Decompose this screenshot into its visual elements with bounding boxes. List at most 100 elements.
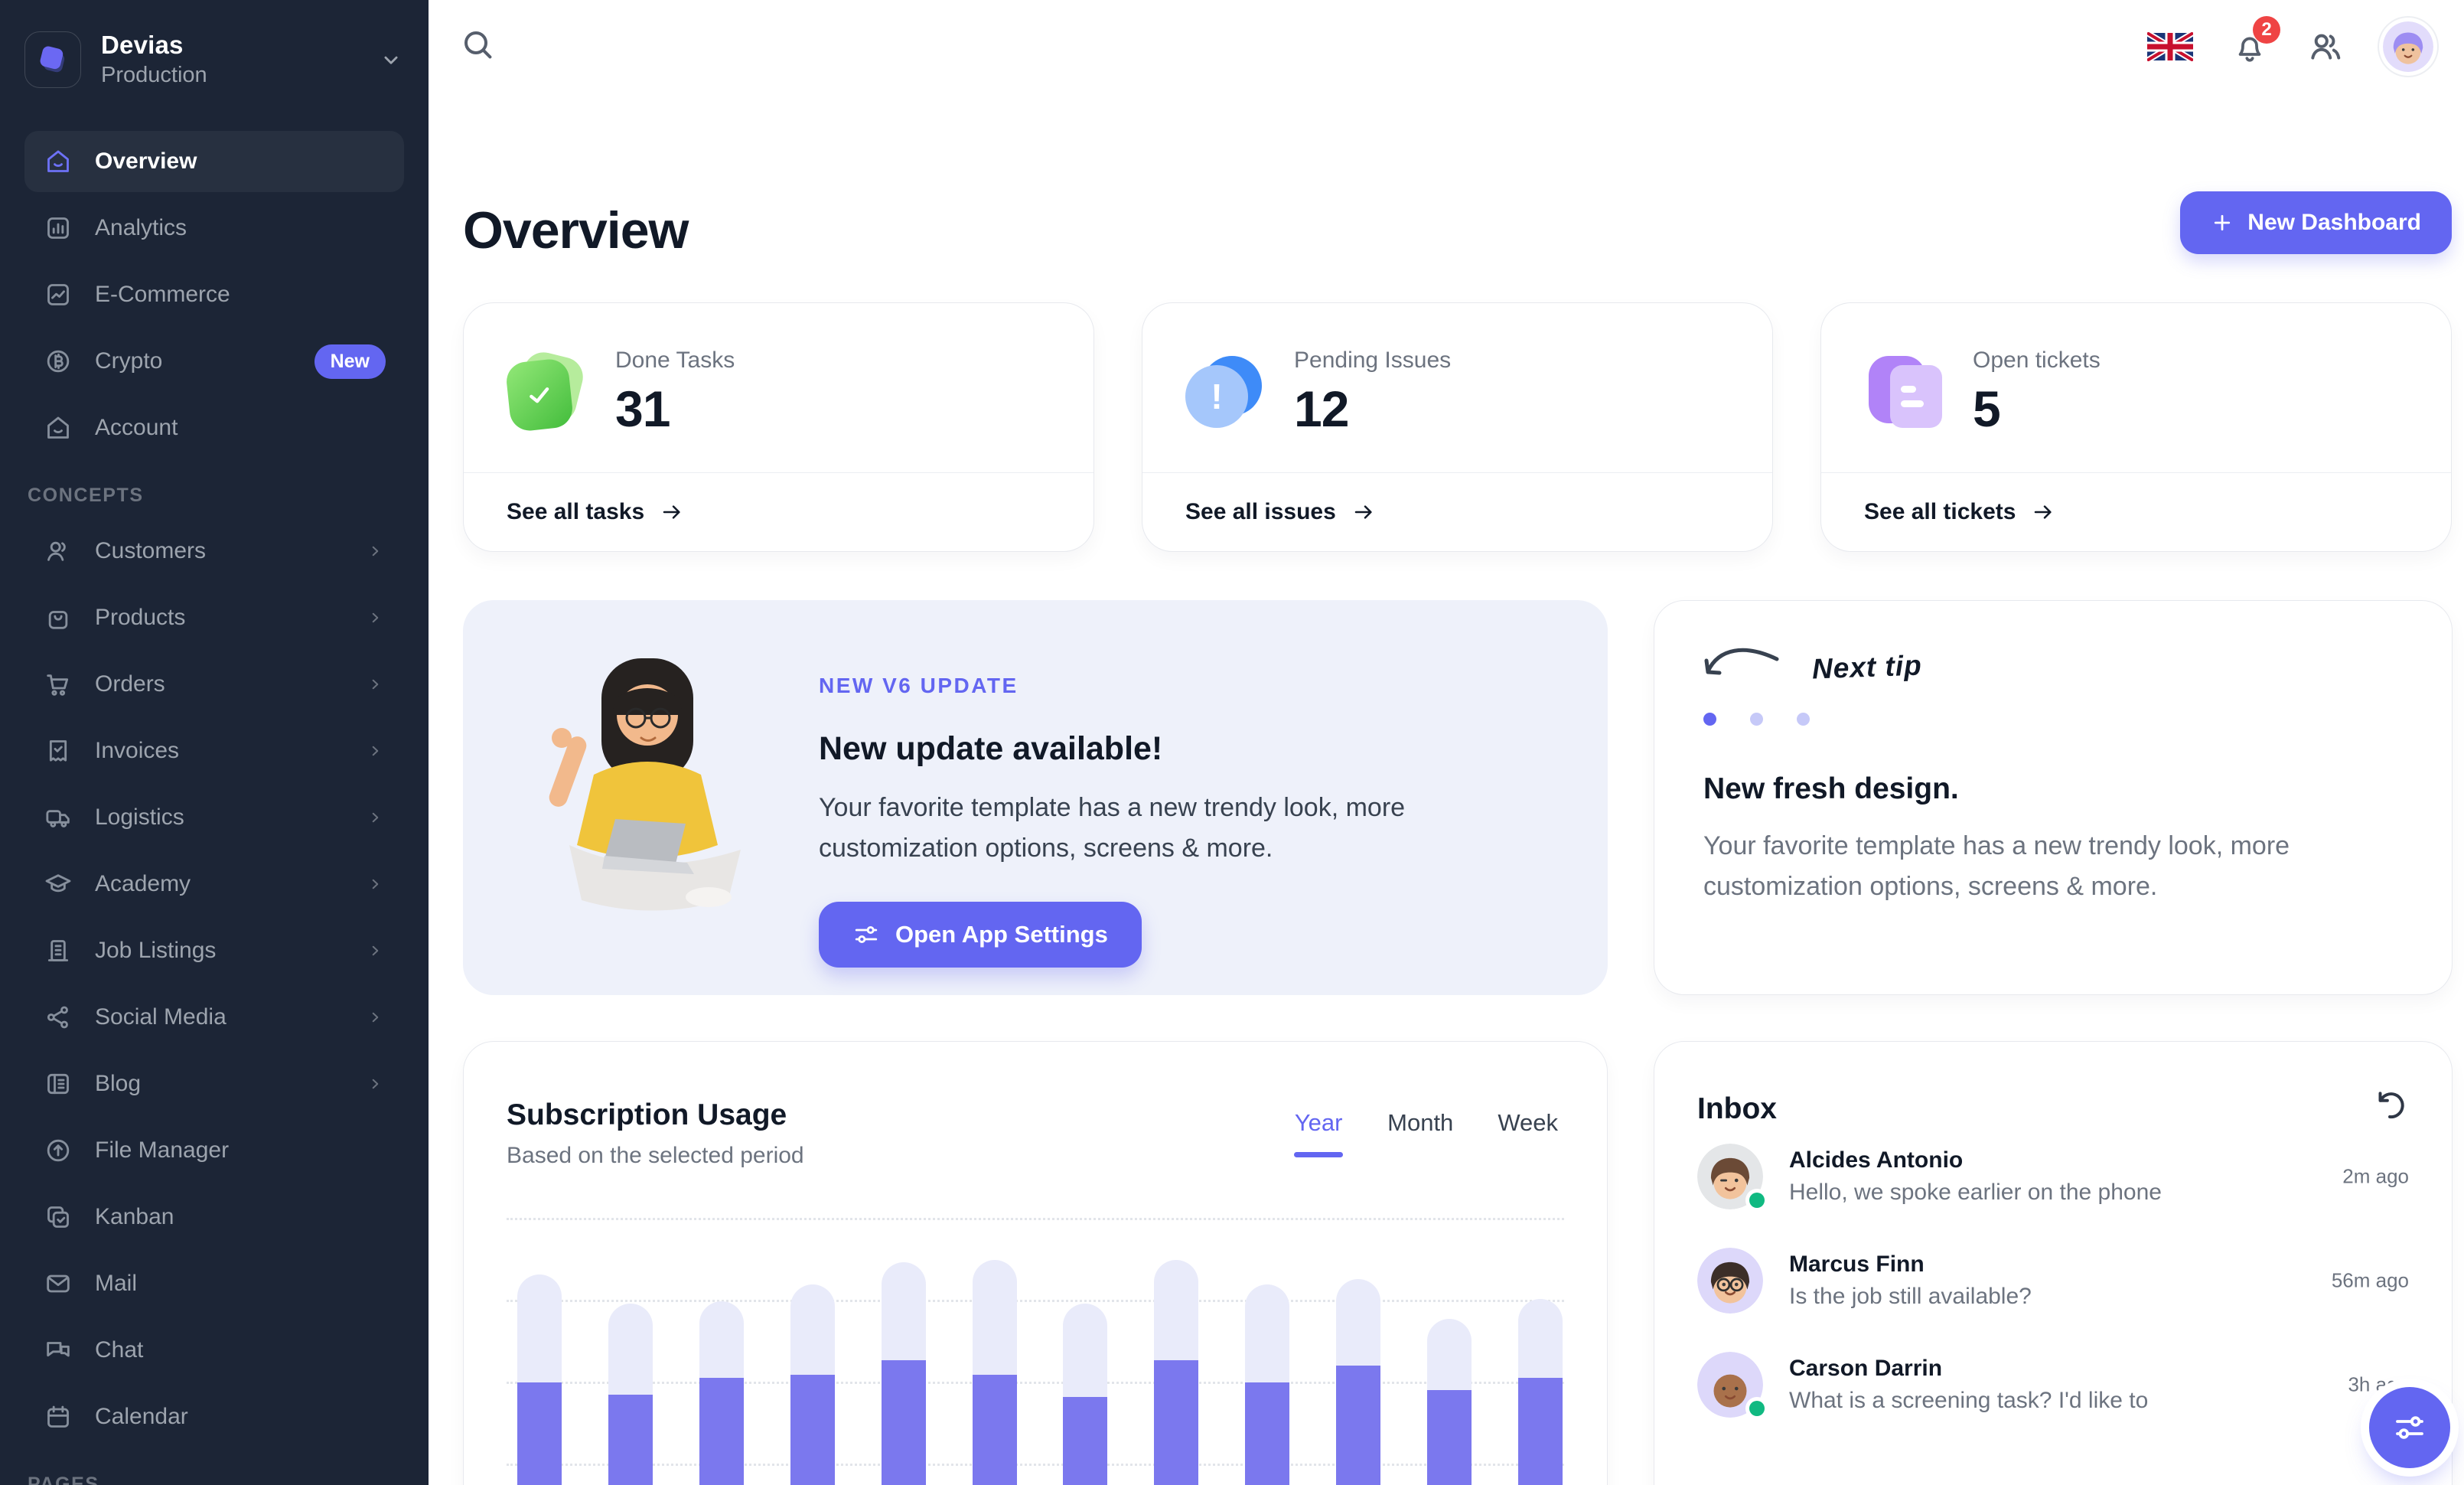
sidebar-item-customers[interactable]: Customers [24,521,404,582]
sidebar-item-products[interactable]: Products [24,587,404,648]
sidebar-item-calendar[interactable]: Calendar [24,1386,404,1447]
tip-dot-2[interactable] [1750,713,1763,726]
home-icon [43,146,73,177]
notification-badge: 2 [2253,16,2280,44]
sidebar-item-label: Logistics [95,805,184,830]
next-tip-annotation: Next tip [1811,649,1923,685]
tab-week[interactable]: Week [1498,1109,1558,1157]
main-area: 2 Overview New Dashboard Done Tasks 31 See… [429,0,2464,1485]
avatar [1697,1248,1763,1314]
sidebar-item-invoices[interactable]: Invoices [24,720,404,782]
chart-bars-icon [43,213,73,243]
bar-usage [790,1375,835,1485]
sidebar-item-label: Overview [95,148,197,174]
app-settings-fab[interactable] [2369,1387,2450,1468]
search-icon[interactable] [459,26,496,63]
sidebar-item-job-listings[interactable]: Job Listings [24,920,404,981]
chart-bar-5[interactable] [882,1195,926,1485]
sidebar-item-e-commerce[interactable]: E-Commerce [24,264,404,325]
chart-gridline [507,1382,1564,1384]
new-dashboard-button[interactable]: New Dashboard [2180,191,2452,254]
chart-bar-10[interactable] [1336,1195,1380,1485]
sidebar-item-label: Chat [95,1337,144,1363]
tab-label: Year [1294,1109,1343,1136]
sidebar-item-logistics[interactable]: Logistics [24,787,404,848]
chart-bar-4[interactable] [790,1195,835,1485]
next-tip-card: Next tip New fresh design. Your favorite… [1654,600,2453,995]
sidebar-item-label: Crypto [95,348,163,374]
chart-bar-2[interactable] [608,1195,653,1485]
sidebar-item-label: Analytics [95,215,187,240]
stat-link[interactable]: See all tickets [1821,472,2451,551]
workspace-switcher[interactable]: Devias Production [24,31,404,88]
inbox-message-row[interactable]: Carson Darrin What is a screening task? I… [1654,1339,2452,1431]
stat-label: Done Tasks [615,348,735,373]
sidebar-item-label: Customers [95,538,207,563]
sidebar-item-kanban[interactable]: Kanban [24,1186,404,1248]
uk-flag-icon[interactable] [2147,32,2193,61]
stat-link-label: See all tasks [507,499,645,524]
chevron-right-icon [364,607,386,628]
notifications-button[interactable]: 2 [2231,16,2280,65]
newspaper-icon [43,1069,73,1099]
inbox-message-row[interactable]: Alcides Antonio Hello, we spoke earlier o… [1654,1131,2452,1222]
chart-bar-3[interactable] [699,1195,744,1485]
chart-bar-1[interactable] [517,1195,562,1485]
plus-icon [2215,214,2231,231]
sidebar-item-mail[interactable]: Mail [24,1253,404,1314]
new-dashboard-label: New Dashboard [2247,210,2421,235]
sidebar-item-label: Calendar [95,1404,188,1429]
tip-pagination-dots [1703,713,1810,726]
open-ticket-icon [1864,354,1942,431]
chevron-right-icon [364,674,386,695]
open-app-settings-button[interactable]: Open App Settings [819,902,1142,968]
sidebar-item-academy[interactable]: Academy [24,853,404,915]
workspace-name: Devias [101,31,184,59]
active-tab-underline [1294,1152,1344,1157]
sidebar-item-label: Account [95,415,178,440]
avatar [1697,1352,1765,1418]
stat-card-pending: ! Pending Issues 12 See all issues [1142,302,1773,552]
stat-link-label: See all issues [1185,499,1336,524]
sidebar-item-crypto[interactable]: Crypto New [24,331,404,392]
sidebar-item-label: File Manager [95,1137,230,1163]
chart-gridline [507,1300,1564,1302]
stat-link[interactable]: See all issues [1142,472,1772,551]
stat-link[interactable]: See all tasks [464,472,1093,551]
refresh-icon[interactable] [2371,1086,2409,1124]
nav-section-header: PAGES [28,1474,99,1485]
chart-bar-9[interactable] [1245,1195,1289,1485]
chart-bar-12[interactable] [1518,1195,1563,1485]
chart-bar-8[interactable] [1154,1195,1198,1485]
sidebar-item-account[interactable]: Account [24,397,404,459]
stat-body: ! Pending Issues 12 [1142,303,1772,438]
chart-bar-11[interactable] [1427,1195,1472,1485]
avatar [1697,1144,1765,1209]
sidebar-item-social-media[interactable]: Social Media [24,987,404,1048]
contacts-icon[interactable] [2306,28,2345,66]
sidebar-item-orders[interactable]: Orders [24,654,404,715]
inbox-message-row[interactable]: Marcus Finn Is the job still available? 56… [1654,1235,2452,1327]
devias-logo-glyph [40,45,65,72]
chart-bar-6[interactable] [973,1195,1017,1485]
sidebar-item-chat[interactable]: Chat [24,1320,404,1381]
tip-dot-1[interactable] [1703,713,1716,726]
tab-year[interactable]: Year [1294,1109,1344,1157]
chart-bar-7[interactable] [1063,1195,1107,1485]
update-illustration [549,658,741,911]
arrow-right-icon [1351,500,1376,524]
sidebar-item-blog[interactable]: Blog [24,1053,404,1115]
tab-month[interactable]: Month [1387,1109,1453,1157]
sidebar-item-analytics[interactable]: Analytics [24,197,404,259]
message-preview: Is the job still available? [1789,1284,2032,1309]
tip-dot-3[interactable] [1797,713,1810,726]
tip-title: New fresh design. [1703,772,1959,805]
update-banner-card: NEW V6 UPDATE New update available! Your… [463,600,1608,995]
profile-avatar[interactable] [2383,21,2433,72]
pending-alert-icon: ! [1185,354,1262,431]
chevron-right-icon [364,1073,386,1095]
sidebar-item-overview[interactable]: Overview [24,131,404,192]
chevron-down-icon [384,56,398,64]
sidebar-item-file-manager[interactable]: File Manager [24,1120,404,1181]
